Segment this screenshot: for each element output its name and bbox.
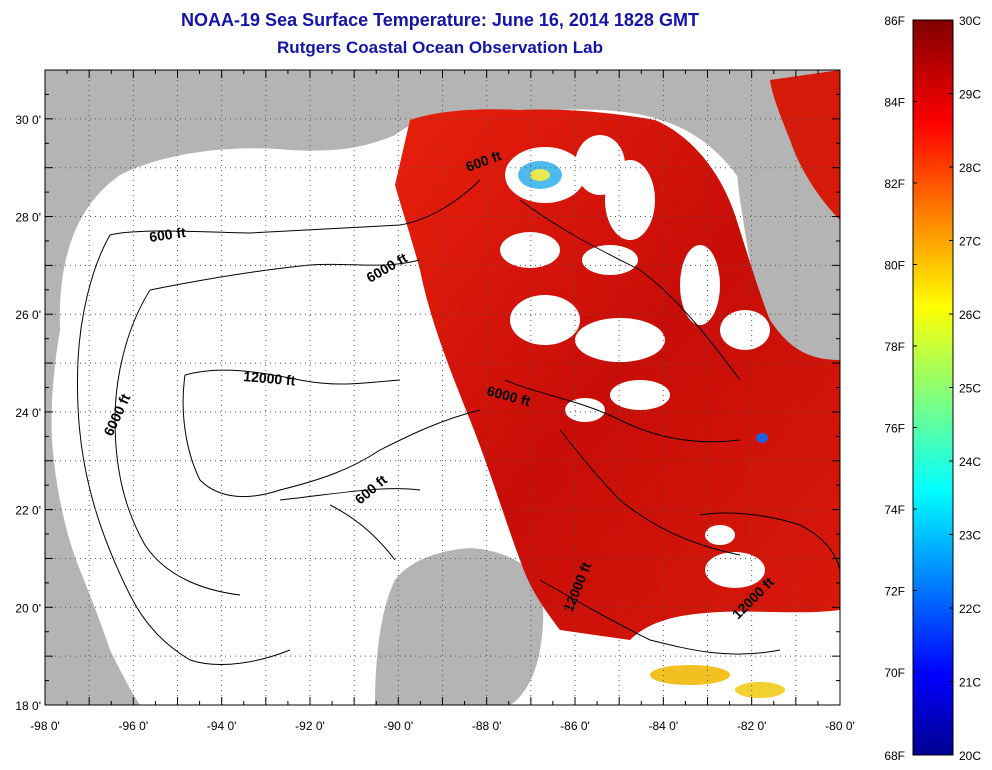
cloud-gaps xyxy=(500,135,770,588)
graticule xyxy=(45,70,840,705)
colorbar-c-label: 22C xyxy=(959,602,981,616)
x-tick-label: -88 0' xyxy=(472,719,502,733)
colorbar-c-label: 27C xyxy=(959,235,981,249)
contour-label: 600 ft xyxy=(148,224,187,245)
x-tick-label: -86 0' xyxy=(560,719,590,733)
cool-patch xyxy=(756,433,768,443)
colorbar-f-label: 72F xyxy=(884,585,905,599)
y-tick-label: 28 0' xyxy=(15,211,41,225)
y-tick-label: 20 0' xyxy=(15,601,41,615)
colorbar-c-label: 29C xyxy=(959,88,981,102)
map-title: NOAA-19 Sea Surface Temperature: June 16… xyxy=(181,10,699,30)
y-tick-label: 18 0' xyxy=(15,699,41,713)
colorbar-f-label: 70F xyxy=(884,666,905,680)
colorbar-c-label: 25C xyxy=(959,382,981,396)
x-tick-label: -80 0' xyxy=(825,719,855,733)
colorbar-f-label: 78F xyxy=(884,340,905,354)
sst-atlantic-strip xyxy=(770,70,840,220)
map-subtitle: Rutgers Coastal Ocean Observation Lab xyxy=(277,38,603,57)
colorbar-c-label: 23C xyxy=(959,529,981,543)
y-tick-label: 26 0' xyxy=(15,308,41,322)
colorbar-c-label: 26C xyxy=(959,308,981,322)
y-tick-label: 30 0' xyxy=(15,113,41,127)
colorbar-c-label: 21C xyxy=(959,676,981,690)
colorbar-f-label: 68F xyxy=(884,749,905,763)
colorbar-c-label: 24C xyxy=(959,455,981,469)
y-tick-label: 22 0' xyxy=(15,504,41,518)
y-tick-label: 24 0' xyxy=(15,406,41,420)
x-tick-label: -98 0' xyxy=(30,719,60,733)
cool-patch xyxy=(530,169,550,181)
contour-label: 12000 ft xyxy=(243,368,297,389)
axis-ticks xyxy=(44,69,841,706)
colorbar-c-label: 20C xyxy=(959,749,981,763)
colorbar-gradient xyxy=(912,19,954,756)
x-tick-label: -94 0' xyxy=(207,719,237,733)
colorbar-f-label: 86F xyxy=(884,14,905,28)
x-tick-label: -96 0' xyxy=(119,719,149,733)
colorbar-f-label: 84F xyxy=(884,96,905,110)
y-axis-labels: 18 0' 20 0' 22 0' 24 0' 26 0' 28 0' 30 0' xyxy=(15,113,41,713)
x-tick-label: -84 0' xyxy=(649,719,679,733)
map-panel: 600 ft 6000 ft 12000 ft 6000 ft 6000 ft … xyxy=(45,70,840,705)
colorbar-f-label: 80F xyxy=(884,259,905,273)
x-tick-label: -90 0' xyxy=(384,719,414,733)
x-axis-labels: -98 0' -96 0' -94 0' -92 0' -90 0' -88 0' -86 … xyxy=(30,719,855,733)
colorbar-c-label: 28C xyxy=(959,161,981,175)
yucatan-land xyxy=(375,548,544,705)
colorbar-c-label: 30C xyxy=(959,14,981,28)
colorbar-f-label: 76F xyxy=(884,422,905,436)
x-tick-label: -92 0' xyxy=(295,719,325,733)
colorbar-f-label: 82F xyxy=(884,177,905,191)
colorbar-f-labels: 86F 84F 82F 80F 78F 76F 74F 72F 70F 68F xyxy=(884,14,917,763)
colorbar-f-label: 74F xyxy=(884,503,905,517)
warm-patch xyxy=(735,682,785,698)
colorbar-c-labels: 30C 29C 28C 27C 26C 25C 24C 23C 22C 21C 20C xyxy=(949,14,981,763)
colorbar: 86F 84F 82F 80F 78F 76F 74F 72F 70F 68F 30C 29C 28C… xyxy=(884,14,981,763)
warm-patch xyxy=(650,665,730,685)
x-tick-label: -82 0' xyxy=(737,719,767,733)
